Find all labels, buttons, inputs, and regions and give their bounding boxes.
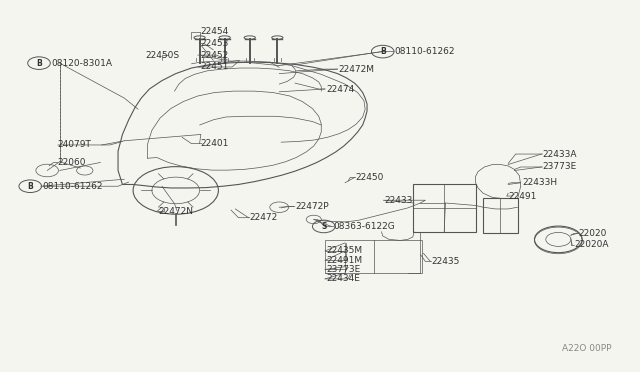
Text: 23773E: 23773E: [326, 265, 360, 274]
Text: 08120-8301A: 08120-8301A: [52, 59, 113, 68]
Text: 22433A: 22433A: [543, 150, 577, 158]
Text: 08110-61262: 08110-61262: [394, 47, 454, 56]
Text: 08110-61262: 08110-61262: [43, 182, 103, 191]
Text: 22434E: 22434E: [326, 275, 360, 283]
Text: 22433: 22433: [385, 196, 413, 205]
Text: 22472M: 22472M: [339, 65, 375, 74]
Text: 23773E: 23773E: [543, 163, 577, 171]
Text: B: B: [28, 182, 33, 191]
Text: 22433H: 22433H: [522, 178, 557, 187]
Bar: [325, 240, 422, 273]
Text: 22491M: 22491M: [326, 256, 362, 265]
Text: 22472N: 22472N: [158, 207, 193, 216]
Text: 22491: 22491: [508, 192, 536, 201]
Text: A22O 00PP: A22O 00PP: [562, 344, 612, 353]
Text: S: S: [321, 222, 326, 231]
Text: 22450: 22450: [356, 173, 384, 182]
Bar: [483, 199, 518, 234]
Text: 22454: 22454: [201, 27, 229, 36]
Text: B: B: [380, 47, 385, 56]
Text: 22450S: 22450S: [146, 51, 180, 60]
Text: 22474: 22474: [326, 84, 355, 93]
Text: 22451: 22451: [201, 62, 229, 71]
Text: 22472: 22472: [250, 213, 278, 222]
Text: 08363-6122G: 08363-6122G: [334, 222, 396, 231]
Text: 22060: 22060: [58, 158, 86, 167]
Text: 22435M: 22435M: [326, 246, 362, 256]
Bar: [413, 185, 476, 232]
Text: 24079T: 24079T: [58, 141, 92, 150]
Text: 22472P: 22472P: [295, 202, 328, 211]
Text: 22020A: 22020A: [574, 240, 609, 250]
Text: 22020: 22020: [579, 229, 607, 238]
Text: 22453: 22453: [201, 39, 229, 48]
Text: 22401: 22401: [201, 139, 229, 148]
Text: B: B: [36, 59, 42, 68]
Text: 22435: 22435: [431, 257, 460, 266]
Text: 22452: 22452: [201, 51, 229, 60]
